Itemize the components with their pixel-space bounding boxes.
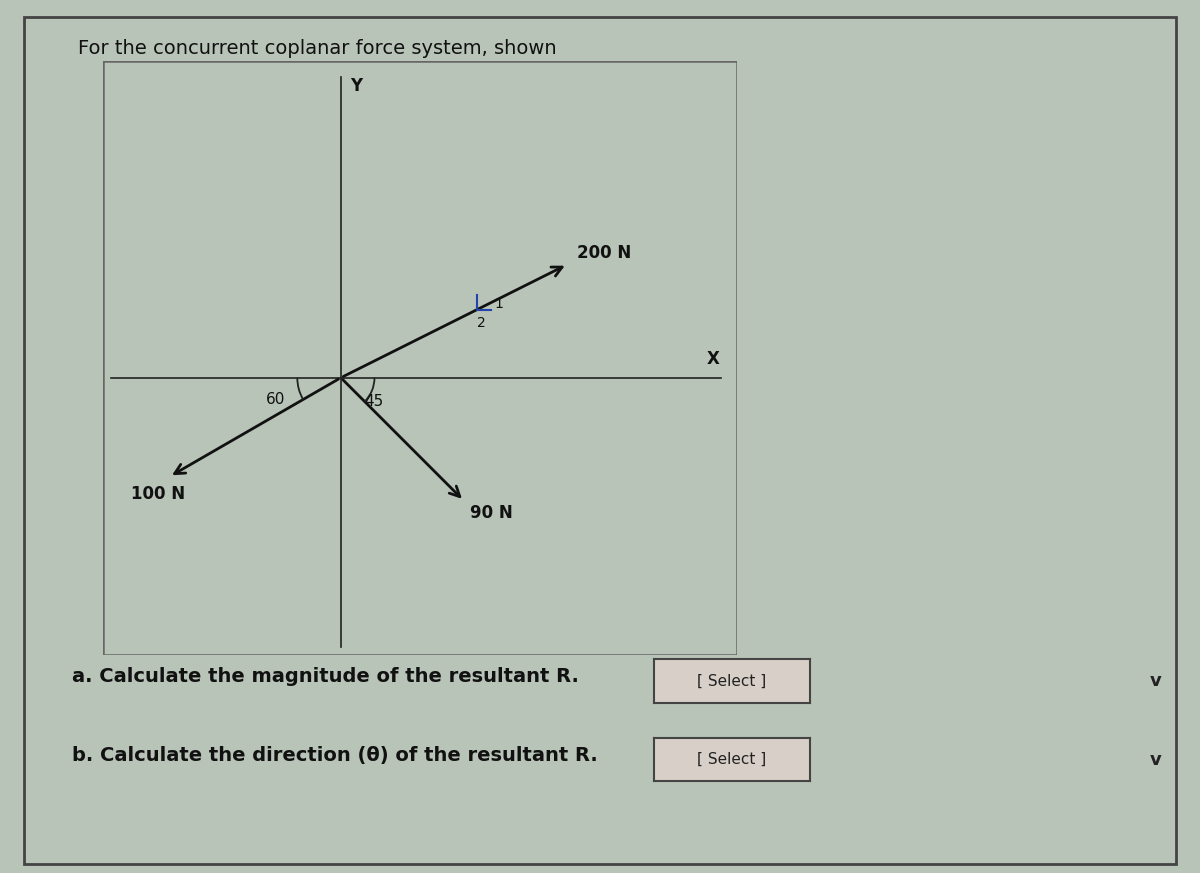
Text: 2: 2 <box>476 316 486 330</box>
Text: For the concurrent coplanar force system, shown: For the concurrent coplanar force system… <box>78 39 557 58</box>
Text: 100 N: 100 N <box>131 485 185 503</box>
Text: [ Select ]: [ Select ] <box>697 673 767 689</box>
Text: v: v <box>1150 751 1162 768</box>
Text: b. Calculate the direction (θ) of the resultant R.: b. Calculate the direction (θ) of the re… <box>72 746 598 765</box>
Text: 90 N: 90 N <box>470 505 514 522</box>
Text: v: v <box>1150 672 1162 690</box>
Text: [ Select ]: [ Select ] <box>697 752 767 767</box>
Text: 200 N: 200 N <box>577 244 631 262</box>
Text: 60: 60 <box>266 392 286 408</box>
Text: X: X <box>707 350 719 368</box>
Text: a. Calculate the magnitude of the resultant R.: a. Calculate the magnitude of the result… <box>72 667 578 686</box>
Text: 1: 1 <box>494 297 503 311</box>
Text: Y: Y <box>350 77 362 95</box>
Text: 45: 45 <box>365 394 384 409</box>
